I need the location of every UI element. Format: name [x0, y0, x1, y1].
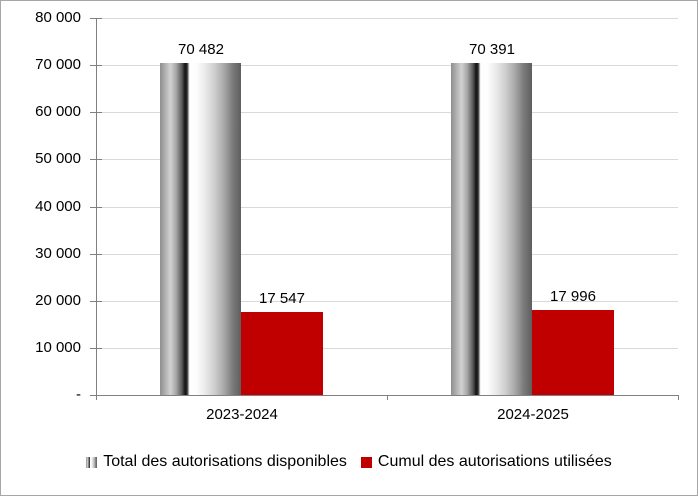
legend-entry-cumul[interactable]: Cumul des autorisations utilisées	[360, 453, 612, 471]
y-axis-line	[96, 18, 97, 395]
y-axis-tick-30000	[90, 254, 102, 255]
legend-marker-gray-icon	[86, 456, 98, 468]
y-axis-label-20000: 20 000	[35, 292, 81, 309]
gridline-60000	[96, 112, 678, 113]
gridline-50000	[96, 159, 678, 160]
y-axis-label-60000: 60 000	[35, 103, 81, 120]
y-axis-tick-60000	[90, 112, 102, 113]
y-axis-label-80000: 80 000	[35, 9, 81, 26]
y-axis-label-0: -	[76, 386, 81, 403]
y-axis-tick-10000	[90, 348, 102, 349]
gridline-30000	[96, 254, 678, 255]
gridline-80000	[96, 18, 678, 19]
gridline-70000	[96, 65, 678, 66]
bar-total-2024-2025[interactable]	[451, 63, 532, 395]
y-axis-label-70000: 70 000	[35, 56, 81, 73]
y-axis-tick-0	[90, 395, 102, 396]
y-axis-tick-70000	[90, 65, 102, 66]
legend-marker-red-icon	[360, 456, 372, 468]
legend-entry-total[interactable]: Total des autorisations disponibles	[86, 453, 347, 471]
y-axis-label-30000: 30 000	[35, 245, 81, 262]
y-axis-tick-50000	[90, 159, 102, 160]
legend: Total des autorisations disponibles Cumul…	[1, 453, 697, 471]
y-axis-label-40000: 40 000	[35, 198, 81, 215]
x-axis-tick-0	[96, 395, 97, 400]
x-axis-label-2023-2024: 2023-2024	[206, 406, 278, 423]
x-axis-tick-1	[387, 395, 388, 400]
data-label-total-2023-2024: 70 482	[178, 41, 224, 58]
y-axis-tick-80000	[90, 18, 102, 19]
bar-total-2023-2024[interactable]	[160, 63, 241, 395]
x-axis-tick-2	[678, 395, 679, 400]
gridline-20000	[96, 301, 678, 302]
data-label-cumul-2024-2025: 17 996	[550, 288, 596, 305]
y-axis-label-10000: 10 000	[35, 339, 81, 356]
gridline-10000	[96, 348, 678, 349]
legend-label-cumul: Cumul des autorisations utilisées	[377, 453, 612, 470]
data-label-total-2024-2025: 70 391	[469, 41, 515, 58]
y-axis-label-50000: 50 000	[35, 150, 81, 167]
y-axis-tick-20000	[90, 301, 102, 302]
bar-cumul-2024-2025[interactable]	[532, 310, 614, 395]
legend-label-total: Total des autorisations disponibles	[103, 453, 347, 470]
data-label-cumul-2023-2024: 17 547	[259, 290, 305, 307]
x-axis-label-2024-2025: 2024-2025	[497, 406, 569, 423]
bar-cumul-2023-2024[interactable]	[241, 312, 323, 395]
gridline-40000	[96, 207, 678, 208]
y-axis-tick-40000	[90, 207, 102, 208]
